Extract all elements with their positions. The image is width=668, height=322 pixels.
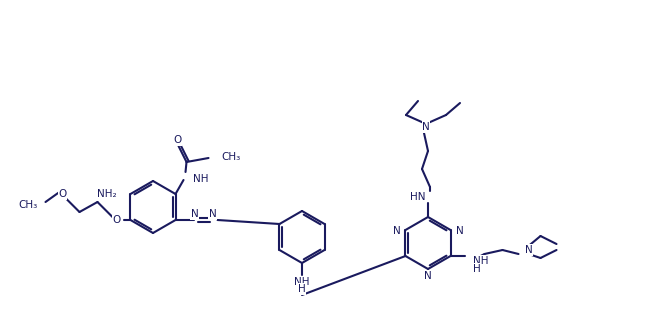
Text: N: N xyxy=(190,209,198,219)
Text: NH₂: NH₂ xyxy=(97,189,116,199)
Text: N: N xyxy=(524,245,532,255)
Text: N: N xyxy=(422,122,430,132)
Text: CH₃: CH₃ xyxy=(18,200,37,210)
Text: N: N xyxy=(208,209,216,219)
Text: N: N xyxy=(424,271,432,281)
Text: O: O xyxy=(58,189,67,199)
Text: O: O xyxy=(112,215,120,225)
Text: N: N xyxy=(393,226,401,236)
Text: H: H xyxy=(472,264,480,274)
Text: O: O xyxy=(174,135,182,145)
Text: NH: NH xyxy=(294,277,310,287)
Text: NH: NH xyxy=(192,174,208,184)
Text: H: H xyxy=(298,284,306,294)
Text: NH: NH xyxy=(472,256,488,266)
Text: HN: HN xyxy=(411,192,426,202)
Text: N: N xyxy=(456,226,464,236)
Text: CH₃: CH₃ xyxy=(222,152,240,162)
